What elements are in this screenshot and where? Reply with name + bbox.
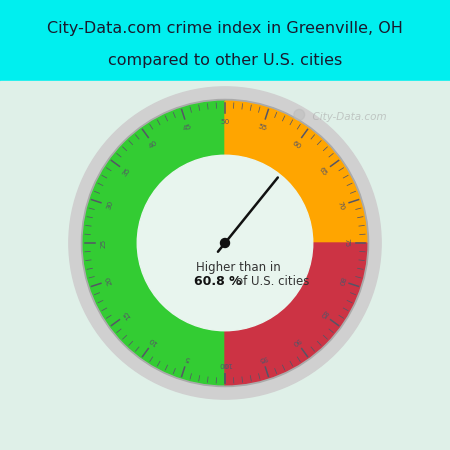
Text: 0: 0 (223, 361, 227, 368)
Text: compared to other U.S. cities: compared to other U.S. cities (108, 53, 342, 68)
Circle shape (220, 238, 230, 248)
Text: 10: 10 (148, 336, 159, 346)
Text: 65: 65 (318, 166, 328, 177)
Text: 45: 45 (182, 123, 193, 132)
Wedge shape (225, 101, 367, 243)
Text: 95: 95 (257, 354, 268, 363)
Text: 5: 5 (184, 355, 191, 362)
Text: Higher than in: Higher than in (196, 261, 281, 274)
Wedge shape (81, 99, 369, 387)
Wedge shape (69, 87, 381, 399)
Text: 75: 75 (343, 238, 350, 248)
Text: 85: 85 (318, 309, 328, 320)
Text: 60: 60 (291, 140, 302, 150)
Text: City-Data.com: City-Data.com (306, 112, 387, 122)
Text: of U.S. cities: of U.S. cities (235, 275, 309, 288)
Text: 90: 90 (291, 336, 302, 346)
Text: 25: 25 (100, 238, 107, 248)
Bar (0, 81, 450, 450)
Text: 20: 20 (105, 275, 114, 286)
Circle shape (137, 155, 313, 331)
Wedge shape (83, 101, 225, 385)
Text: 35: 35 (122, 166, 132, 177)
Circle shape (294, 109, 305, 120)
Text: City-Data.com crime index in Greenville, OH: City-Data.com crime index in Greenville,… (47, 21, 403, 36)
Wedge shape (225, 243, 367, 385)
Text: 100: 100 (218, 361, 232, 368)
Text: 15: 15 (122, 309, 132, 320)
Text: 30: 30 (105, 200, 114, 211)
Text: 50: 50 (220, 118, 230, 125)
Text: 80: 80 (336, 275, 345, 286)
Text: 55: 55 (257, 123, 268, 132)
Text: 60.8 %: 60.8 % (194, 275, 242, 288)
Text: 40: 40 (148, 140, 159, 150)
Text: 70: 70 (336, 200, 345, 211)
